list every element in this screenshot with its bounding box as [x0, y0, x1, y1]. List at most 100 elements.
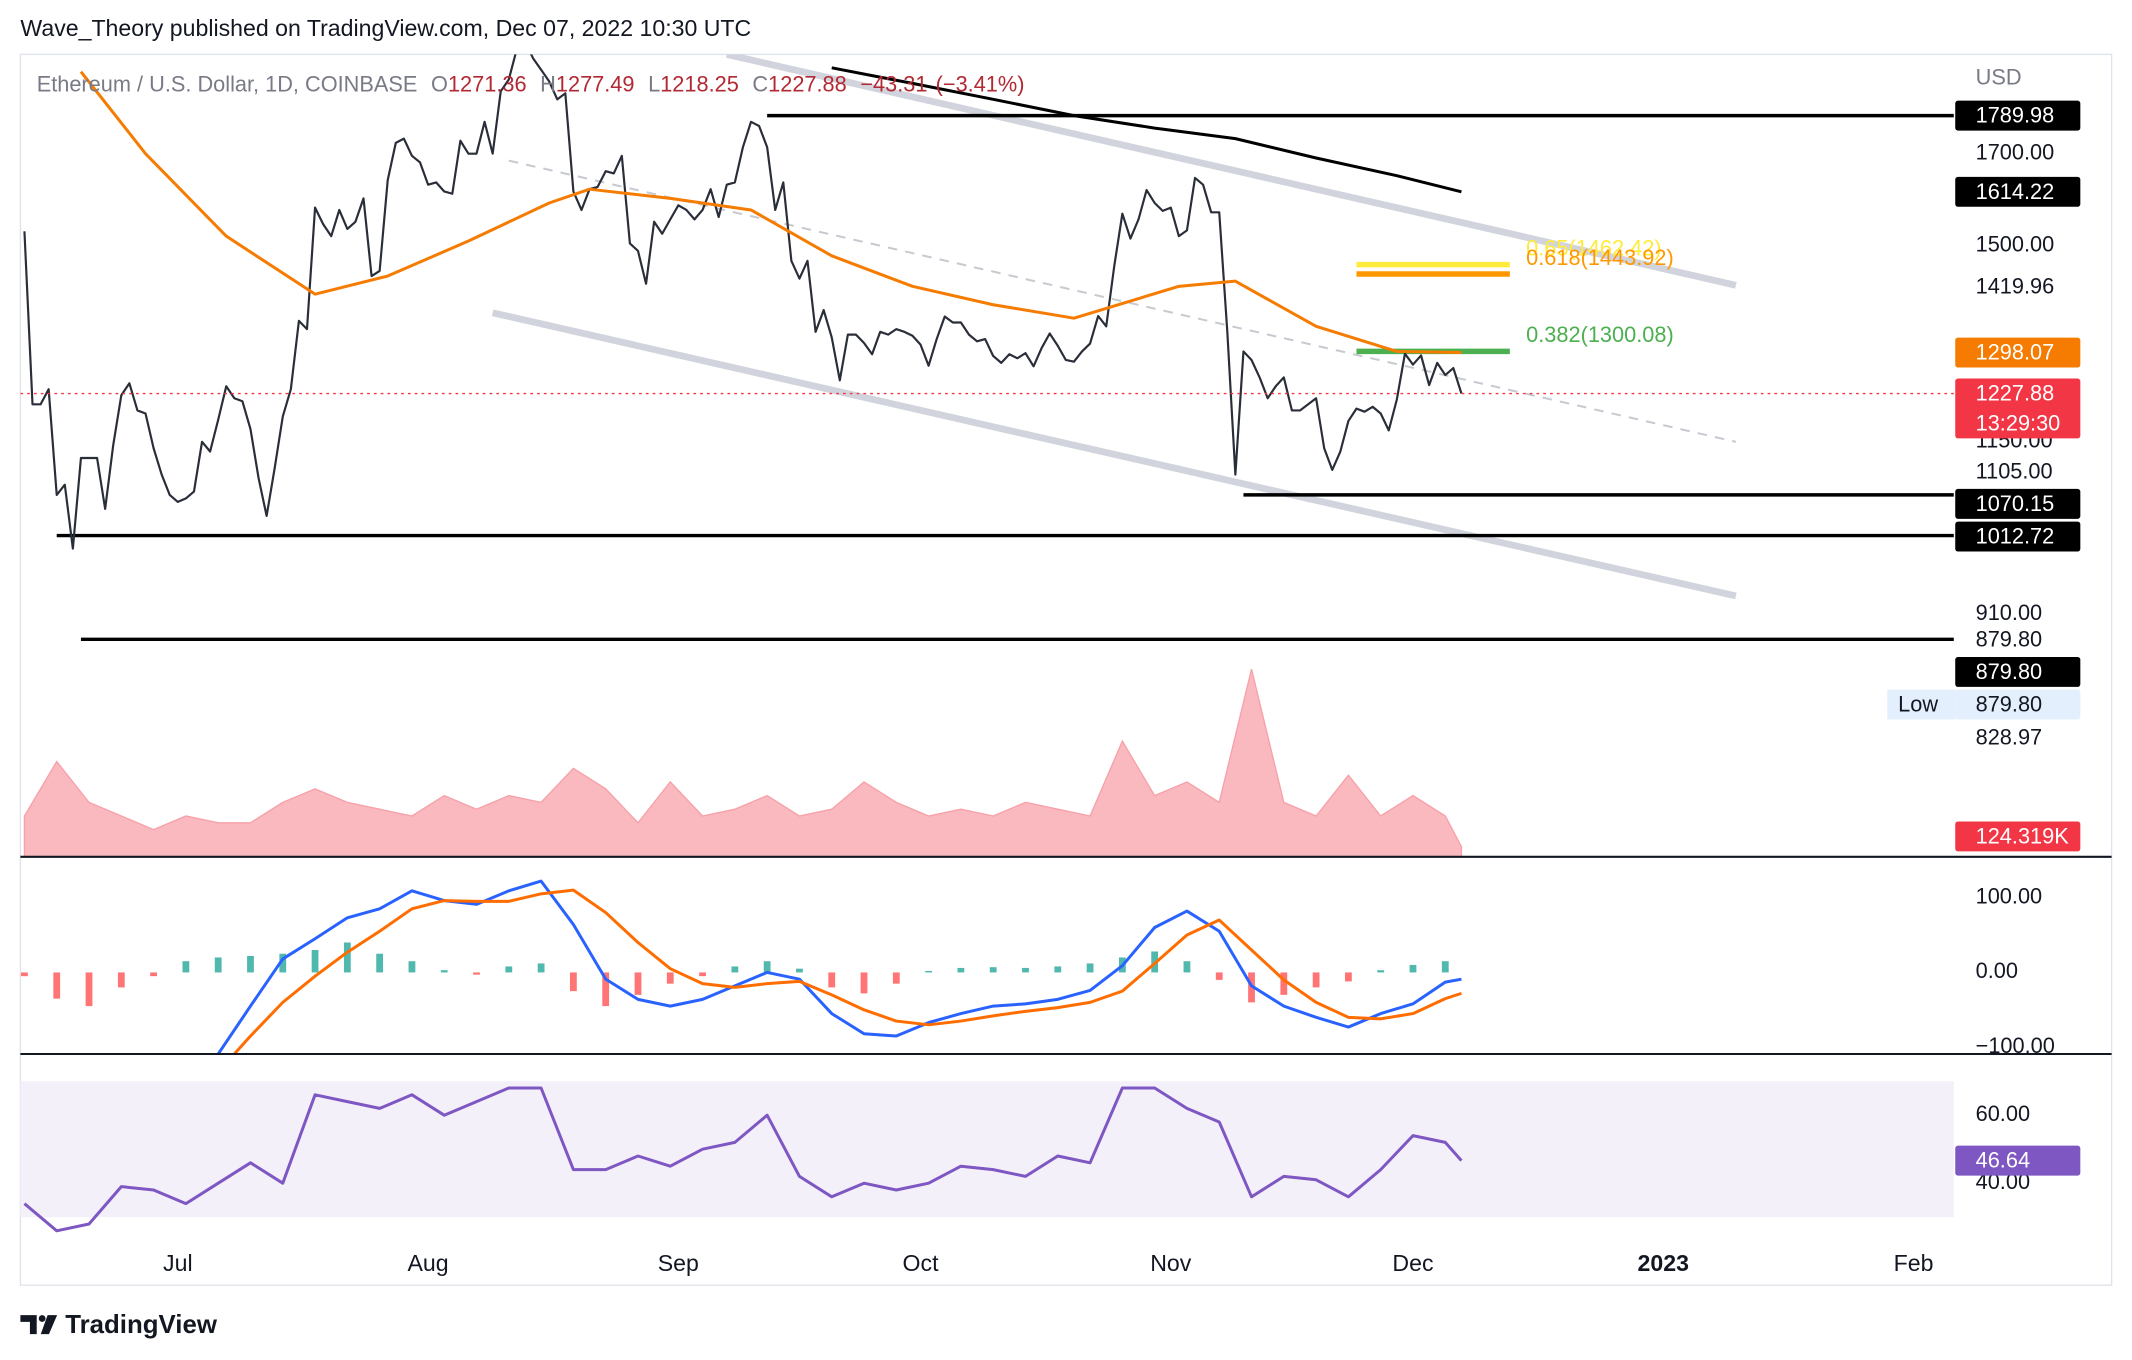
- y-tick-label: 910.00: [1976, 600, 2043, 625]
- price-tag-box: [1887, 689, 1956, 720]
- macd-histogram-bar: [53, 972, 61, 999]
- macd-histogram-bar: [182, 961, 190, 973]
- ohlc-key: O: [431, 71, 448, 96]
- macd-histogram-bar: [279, 953, 287, 973]
- macd-histogram-bar: [1312, 972, 1320, 988]
- macd-histogram-bar: [117, 972, 125, 988]
- logo-mark: [38, 1315, 46, 1322]
- price-label: 1105.00: [1976, 458, 2053, 483]
- y-tick-label: 1500.00: [1976, 232, 2055, 257]
- x-tick-label: Dec: [1392, 1250, 1433, 1276]
- price-label-box: [1955, 656, 2081, 687]
- macd-histogram-bar: [666, 972, 674, 984]
- price-label-box: [1955, 821, 2081, 852]
- macd-histogram-bar: [763, 961, 771, 973]
- macd-histogram-bar: [376, 953, 384, 973]
- ohlc-key: C: [752, 71, 768, 96]
- x-tick-label: Oct: [903, 1250, 940, 1276]
- macd-histogram-bar: [569, 972, 577, 992]
- macd-histogram-bar: [796, 968, 803, 973]
- y-tick-label: 100.00: [1976, 883, 2043, 908]
- price-label-countdown: 13:29:30: [1976, 411, 2061, 436]
- macd-histogram-bar: [505, 966, 513, 973]
- macd-histogram-bar: [1377, 970, 1385, 973]
- price-label-box: [1955, 689, 2081, 720]
- rsi-band: [20, 1081, 1954, 1218]
- macd-histogram-bar: [892, 972, 900, 984]
- pane: [21, 879, 1462, 1054]
- series-line: [233, 888, 1462, 1054]
- price-label: 879.80: [1976, 659, 2043, 684]
- price-label: 1227.88: [1976, 381, 2055, 406]
- macd-histogram-bar: [1086, 963, 1094, 973]
- pane: [23, 668, 1463, 857]
- price-label-box: [1955, 521, 2081, 552]
- series-line: [79, 70, 1462, 355]
- macd-histogram-bar: [699, 972, 706, 977]
- symbol-line: Ethereum / U.S. Dollar, 1D, COINBASE O127…: [37, 71, 1025, 96]
- y-tick-label: 60.00: [1976, 1101, 2030, 1126]
- macd-histogram-bar: [925, 970, 933, 973]
- macd-histogram-bar: [602, 972, 610, 1007]
- fib-label: 0.65(1462.42): [1526, 235, 1661, 260]
- volume-area: [23, 668, 1463, 857]
- price-label: 124.319K: [1976, 824, 2070, 849]
- fib-label: 0.382(1300.08): [1526, 322, 1674, 347]
- ohlc-key: H: [540, 71, 556, 96]
- price-label-box: [1955, 337, 2081, 368]
- macd-histogram-bar: [214, 957, 222, 973]
- ohlc-value: 1277.49: [556, 71, 635, 96]
- brand-logo: [20, 1315, 58, 1335]
- x-tick-label: 2023: [1638, 1250, 1690, 1276]
- macd-histogram-bar: [1345, 972, 1352, 982]
- price-label: 879.80: [1976, 626, 2043, 651]
- price-axis: 1700.001500.001150.00910.001789.981614.2…: [1887, 100, 2081, 749]
- macd-histogram-bar: [247, 955, 254, 973]
- macd-histogram-bar: [311, 949, 319, 973]
- macd-histogram-bar: [828, 972, 836, 988]
- macd-histogram-bar: [989, 967, 997, 973]
- x-tick-label: Aug: [408, 1250, 449, 1276]
- price-label: 1070.15: [1976, 491, 2055, 516]
- macd-histogram-bar: [343, 942, 351, 973]
- price-label: 1298.07: [1976, 340, 2055, 365]
- price-label-box: [1955, 488, 2081, 519]
- change: −43.31: [860, 71, 927, 96]
- change-pct: (−3.41%): [936, 71, 1025, 96]
- macd-histogram-bar: [537, 963, 545, 973]
- price-label: 1012.72: [1976, 524, 2055, 549]
- series-line: [23, 54, 1463, 550]
- price-label-box: [1955, 1145, 2081, 1176]
- plot-layer: 0.65(1462.42)0.618(1443.92) 0.382(1300.08…: [20, 54, 2081, 1233]
- macd-histogram-bar: [150, 972, 157, 977]
- macd-histogram-bar: [1280, 972, 1288, 995]
- price-label-box: [1955, 100, 2081, 131]
- symbol-title: Ethereum / U.S. Dollar, 1D, COINBASE: [37, 71, 418, 96]
- macd-histogram-bar: [731, 966, 739, 973]
- macd-histogram-bar: [634, 972, 642, 995]
- macd-histogram-bar: [1409, 964, 1417, 973]
- trend-line: [726, 54, 1737, 289]
- frame: [19, 53, 2113, 1286]
- macd-histogram-bar: [473, 972, 480, 975]
- series-line: [216, 879, 1462, 1054]
- ohlc-value: 1218.25: [660, 71, 739, 96]
- macd-histogram-bar: [1022, 967, 1029, 973]
- y-tick-label: 1700.00: [1976, 139, 2055, 164]
- price-label: 828.97: [1976, 724, 2043, 749]
- x-tick-label: Nov: [1150, 1250, 1192, 1276]
- series-line: [831, 66, 1462, 194]
- x-tick-label: Jul: [163, 1250, 193, 1276]
- ohlc-value: 1271.36: [448, 71, 527, 96]
- price-axis: 124.319K: [1955, 821, 2081, 852]
- fib-label: 0.618(1443.92): [1526, 245, 1674, 270]
- pane: [20, 1081, 1954, 1233]
- macd-histogram-bar: [440, 970, 448, 973]
- trend-line: [508, 159, 1737, 443]
- macd-histogram-bar: [1183, 961, 1191, 973]
- macd-histogram-bar: [1054, 966, 1062, 973]
- series-line: [23, 1086, 1463, 1233]
- price-label-box: [1955, 378, 2081, 439]
- x-tick-label: Feb: [1894, 1250, 1934, 1276]
